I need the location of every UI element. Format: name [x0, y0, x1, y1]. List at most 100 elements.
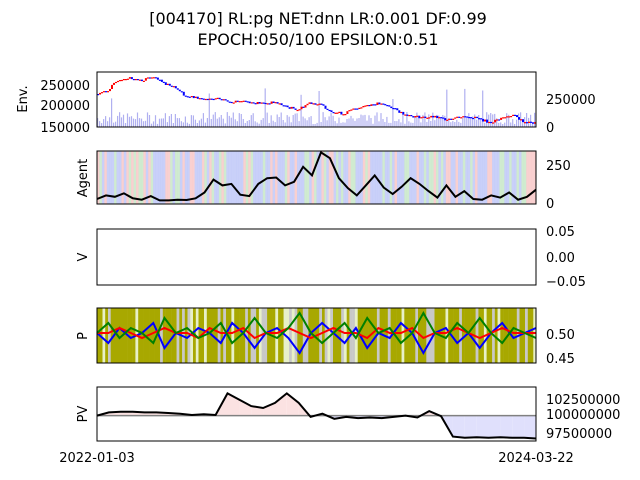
env-candle [180, 91, 183, 93]
env-volume-bar [113, 122, 115, 127]
agent-action-band [338, 151, 342, 204]
env-candle [502, 117, 505, 119]
env-candle [206, 98, 209, 101]
p-policy-band [234, 308, 238, 363]
p-policy-band [453, 308, 457, 363]
env-candle [246, 101, 249, 103]
env-candle [130, 77, 133, 80]
p-policy-band [162, 308, 166, 363]
agent-action-band [231, 151, 234, 204]
env-candle [186, 96, 189, 98]
env-volume-bar [266, 112, 268, 127]
env-volume-bar [126, 113, 129, 127]
p-policy-band [346, 308, 350, 363]
agent-action-band [382, 151, 386, 204]
env-candle [278, 103, 281, 105]
env-volume-bar [270, 115, 272, 127]
env-volume-bar [472, 116, 474, 127]
env-candle [372, 104, 375, 106]
pv-fill-segment [524, 415, 536, 439]
agent-action-band [97, 151, 100, 204]
env-candle [224, 99, 227, 101]
env-candle [202, 98, 205, 100]
chart-title-line-1: [004170] RL:pg NET:dnn LR:0.001 DF:0.99 [149, 9, 487, 28]
p-policy-band [343, 308, 347, 363]
env-volume-bar [462, 117, 464, 127]
env-volume-bar [198, 120, 200, 127]
agent-action-band [323, 151, 327, 204]
agent-action-band [411, 151, 415, 204]
agent-action-band [258, 151, 261, 204]
agent-action-band [260, 151, 264, 204]
env-volume-bar [122, 114, 125, 127]
env-volume-bar [238, 113, 240, 127]
agent-action-band [197, 151, 200, 204]
env-candle [212, 98, 215, 101]
env-volume-bar [316, 122, 318, 127]
pv-fill-segment [286, 393, 299, 416]
env-right-tick-2: 0 [546, 121, 554, 136]
env-volume-bar [448, 118, 450, 127]
agent-action-band [297, 151, 300, 204]
p-policy-band [149, 308, 153, 363]
env-candle [478, 118, 481, 120]
agent-action-band [531, 151, 534, 204]
agent-action-band [365, 151, 369, 204]
env-candle [476, 116, 479, 119]
env-volume-bar [512, 119, 514, 127]
env-volume-bar [226, 112, 228, 127]
env-candle [158, 79, 161, 81]
env-volume-bar [326, 120, 328, 127]
agent-action-band [189, 151, 193, 204]
env-candle [115, 81, 117, 84]
env-candle [230, 101, 233, 104]
env-volume-bar [376, 112, 378, 127]
p-policy-band [481, 308, 485, 363]
env-volume-bar [218, 117, 220, 127]
env-volume-bar [340, 122, 342, 127]
agent-action-band [477, 151, 481, 204]
env-volume-bar [424, 112, 426, 127]
pv-fill-segment [275, 393, 287, 416]
env-candle [256, 102, 259, 105]
env-candle [192, 96, 195, 99]
agent-action-band [121, 151, 125, 204]
p-policy-band [434, 308, 438, 363]
env-candles [97, 77, 536, 124]
p-policy-band [494, 308, 498, 363]
env-candle [528, 121, 530, 123]
env-candle [264, 102, 267, 105]
env-volume-bar [446, 89, 448, 127]
agent-action-band [106, 151, 110, 204]
agent-action-band [177, 151, 181, 204]
p-policy-band [195, 308, 199, 363]
agent-action-band [333, 151, 337, 204]
agent-action-band [423, 151, 427, 204]
agent-action-band [440, 151, 444, 204]
env-volume-bar [306, 120, 308, 127]
env-volume-bar [170, 114, 172, 127]
env-volume-bar [440, 117, 442, 127]
p-policy-band [275, 308, 279, 363]
env-candle [452, 118, 455, 120]
env-candle [218, 97, 221, 100]
p-right-tick-2: 0.45 [546, 352, 575, 367]
p-series-line [97, 326, 536, 340]
p-policy-band [215, 308, 219, 363]
p-policy-band [319, 308, 323, 363]
env-candle [132, 79, 135, 81]
agent-action-band [350, 151, 354, 204]
env-volume-bar [274, 122, 276, 127]
env-candle [208, 98, 211, 100]
env-candle [262, 102, 265, 104]
agent-action-band [226, 151, 230, 204]
agent-action-band [99, 151, 103, 204]
agent-action-band [209, 151, 212, 204]
p-policy-band [363, 308, 367, 363]
v-panel: V 0.05 0.00 −0.05 [76, 225, 586, 290]
env-volume-bar [148, 115, 151, 127]
agent-action-band [104, 151, 108, 204]
env-volume-bar [342, 122, 344, 127]
env-volume-bar [402, 113, 404, 127]
env-volume-bar [388, 122, 390, 127]
